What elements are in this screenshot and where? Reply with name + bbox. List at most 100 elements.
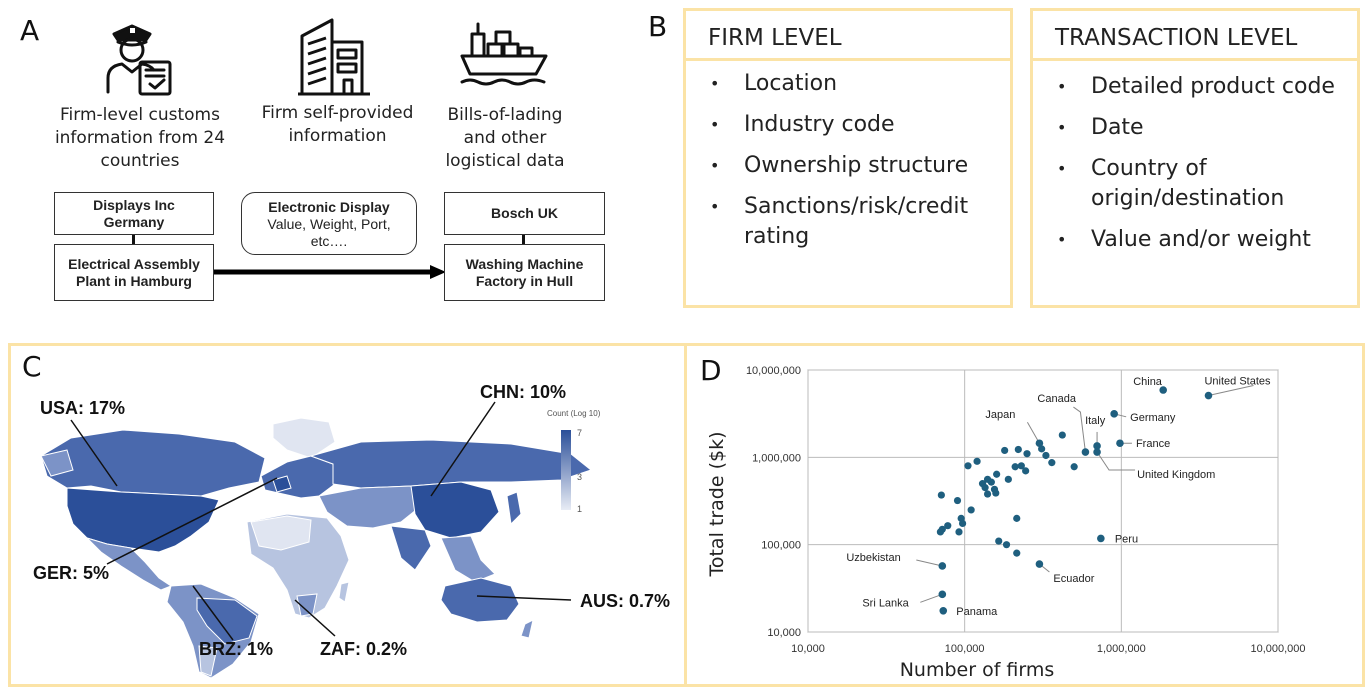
y-tick-label: 1,000,000: [752, 452, 801, 464]
scatter-point: [967, 506, 975, 514]
callout-label-ger: GER: 5%: [33, 563, 110, 583]
callout-label-aus: AUS: 0.7%: [580, 591, 671, 611]
scatter-point: [1001, 446, 1009, 455]
y-axis-label: Total trade ($k): [706, 431, 728, 577]
x-tick-label: 1,000,000: [1097, 643, 1146, 655]
y-tick-label: 100,000: [761, 540, 801, 552]
map-germany: [272, 475, 292, 493]
shipment-title: Electronic Display: [268, 199, 390, 215]
map-north-africa: [250, 515, 312, 551]
map-china: [410, 481, 500, 539]
scatter-leader-lines: [916, 385, 1254, 603]
point-label: Ecuador: [1053, 573, 1094, 585]
seller-plant-label: Electrical Assembly Plant in Hamburg: [68, 255, 200, 289]
scatter-point: [1017, 462, 1025, 470]
transaction-level-item: Detailed product code: [1033, 72, 1357, 102]
x-tick-label: 100,000: [945, 643, 985, 655]
buyer-plant-label: Washing Machine Factory in Hull: [465, 255, 584, 289]
point-label: United Kingdom: [1137, 469, 1215, 481]
transaction-level-box: TRANSACTION LEVEL Detailed product code …: [1030, 8, 1360, 308]
leader-line: [920, 593, 943, 603]
scatter-point-labeled: [1093, 442, 1101, 450]
scatter-point-labeled: [1035, 439, 1044, 448]
panel-a-letter: A: [20, 14, 40, 47]
scatter-point: [1004, 475, 1012, 483]
firm-level-item: Location: [686, 69, 1010, 99]
scatter-point: [1013, 549, 1021, 557]
leader-line: [1026, 421, 1040, 444]
trade-scatter-plot: 10,000 100,000 1,000,000 10,000,000 10,000 10…: [706, 365, 1306, 681]
map-madagascar: [338, 581, 350, 603]
scatter-point-labeled: [938, 562, 947, 570]
source-label-self-provided: Firm self-provided information: [261, 103, 414, 146]
map-alaska: [40, 449, 74, 477]
buyer-parent-label: Bosch UK: [491, 205, 558, 221]
scatter-point: [1048, 459, 1056, 467]
map-europe: [260, 455, 336, 499]
scatter-point: [944, 522, 952, 530]
point-label: France: [1136, 438, 1170, 450]
transaction-level-list: Detailed product code Date Country of or…: [1033, 72, 1357, 266]
point-label: United States: [1204, 376, 1271, 388]
scatter-point: [938, 525, 946, 533]
shipment-box: Electronic Display Value, Weight, Port, …: [241, 192, 417, 255]
buyer-parent-box: Bosch UK: [444, 192, 605, 235]
scatter-point: [992, 489, 1000, 497]
plot-area-border: [807, 369, 1279, 633]
scatter-point-labeled: [1093, 448, 1101, 456]
scatter-point-labeled: [1097, 534, 1105, 543]
scatter-point-labels: China United States Germany Canada Japan Ital…: [846, 376, 1271, 618]
callout-label-chn: CHN: 10%: [480, 382, 567, 402]
map-argentina: [198, 645, 218, 677]
scatter-point: [973, 457, 981, 465]
scatter-point: [1013, 514, 1021, 522]
scatter-point-labeled: [1110, 410, 1118, 418]
map-japan: [506, 491, 522, 526]
scatter-point: [1038, 445, 1046, 453]
map-canada: [40, 429, 266, 497]
leader-line: [1073, 406, 1086, 453]
scatter-point: [995, 537, 1003, 545]
scatter-point: [981, 484, 989, 492]
panel-c-letter: C: [22, 350, 42, 383]
seller-parent-label: Displays Inc Germany: [93, 196, 175, 230]
transaction-level-title: TRANSACTION LEVEL: [1033, 11, 1357, 61]
scatter-point: [1022, 467, 1030, 475]
scatter-point: [987, 478, 995, 486]
callout-line-ger: [106, 477, 278, 565]
point-label: Japan: [985, 409, 1015, 421]
map-new-zealand: [520, 619, 534, 639]
map-greenland: [272, 417, 336, 459]
map-india: [390, 525, 432, 571]
scatter-tick-labels: 10,000 100,000 1,000,000 10,000,000 10,000 10…: [746, 365, 1306, 655]
map-russia: [309, 439, 593, 489]
legend-gradient-bar: [561, 430, 571, 510]
source-label-bills-of-lading: Bills-of-lading and other logistical dat…: [445, 105, 565, 171]
panel-b-letter: B: [648, 10, 668, 43]
seller-parent-box: Displays Inc Germany: [54, 192, 214, 235]
scatter-point: [937, 491, 945, 499]
point-label: Peru: [1115, 533, 1138, 545]
callout-label-usa: USA: 17%: [40, 398, 126, 418]
map-usa: [66, 487, 220, 553]
scatter-point: [958, 519, 967, 528]
scatter-point-labeled: [1159, 386, 1167, 394]
firm-level-box: FIRM LEVEL Location Industry code Owners…: [683, 8, 1013, 308]
shipment-details: Value, Weight, Port, etc….: [267, 216, 391, 249]
scatter-point: [1002, 541, 1011, 549]
leader-line: [1208, 385, 1254, 397]
callout-line-zaf: [294, 599, 336, 637]
point-label: Sri Lanka: [862, 597, 909, 609]
y-tick-label: 10,000,000: [746, 365, 801, 377]
scatter-point: [1058, 431, 1066, 439]
scatter-point: [983, 490, 992, 498]
world-map: Count (Log 10) 7 3 1: [40, 401, 601, 679]
scatter-point-labeled: [1116, 439, 1124, 448]
callout-line-brz: [192, 585, 234, 641]
source-label-customs: Firm-level customs information from 24 c…: [54, 105, 226, 171]
scatter-point: [1014, 445, 1022, 454]
scatter-point: [1011, 463, 1019, 471]
x-tick-label: 10,000,000: [1250, 643, 1305, 655]
callout-line-aus: [476, 595, 572, 601]
firm-level-list: Location Industry code Ownership structu…: [686, 69, 1010, 263]
